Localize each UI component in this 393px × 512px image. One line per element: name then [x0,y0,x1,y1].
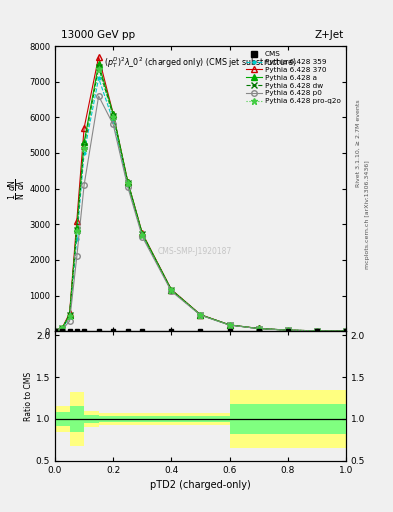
Text: $(p_T^D)^2\lambda\_0^2$ (charged only) (CMS jet substructure): $(p_T^D)^2\lambda\_0^2$ (charged only) (… [104,55,297,70]
Legend: CMS, Pythia 6.428 359, Pythia 6.428 370, Pythia 6.428 a, Pythia 6.428 dw, Pythia: CMS, Pythia 6.428 359, Pythia 6.428 370,… [245,50,342,106]
Text: Rivet 3.1.10, ≥ 2.7M events: Rivet 3.1.10, ≥ 2.7M events [356,99,361,187]
Text: Z+Jet: Z+Jet [315,30,344,40]
Text: 13000 GeV pp: 13000 GeV pp [61,30,135,40]
Y-axis label: Ratio to CMS: Ratio to CMS [24,371,33,420]
Text: CMS-SMP-J1920187: CMS-SMP-J1920187 [158,247,232,256]
Y-axis label: $\frac{1}{\mathrm{N}}\,\frac{d\mathrm{N}}{d\lambda}$: $\frac{1}{\mathrm{N}}\,\frac{d\mathrm{N}… [6,178,28,200]
X-axis label: pTD2 (charged-only): pTD2 (charged-only) [150,480,251,490]
Text: mcplots.cern.ch [arXiv:1306.3436]: mcplots.cern.ch [arXiv:1306.3436] [365,161,371,269]
